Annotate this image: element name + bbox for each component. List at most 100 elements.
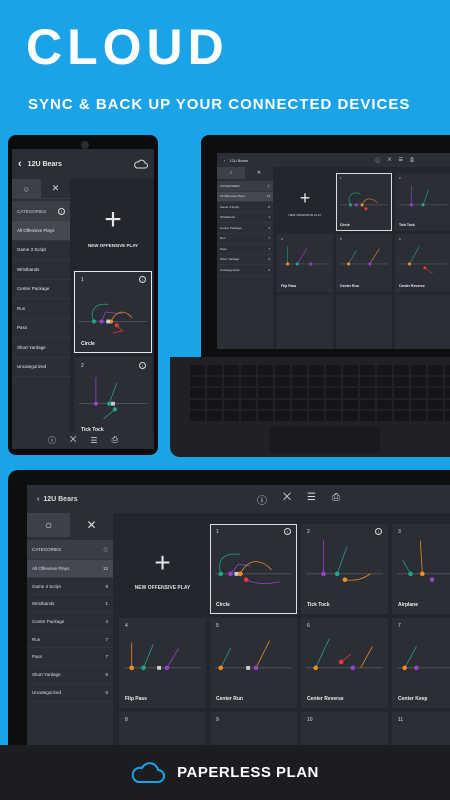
keyboard-key[interactable] <box>275 376 290 387</box>
category-item[interactable]: Short Yardage 6 <box>27 666 113 684</box>
new-play-button[interactable]: + NEW OFFENSIVE PLAY <box>277 173 333 231</box>
circle-tab[interactable]: ○ <box>12 179 41 198</box>
keyboard-key[interactable] <box>190 365 205 375</box>
keyboard-key[interactable] <box>224 376 239 387</box>
touchpad[interactable] <box>270 427 380 453</box>
play-card[interactable]: 1 Circle <box>336 173 392 231</box>
keyboard-key[interactable] <box>360 411 375 421</box>
keyboard-key[interactable] <box>394 411 409 421</box>
keyboard-key[interactable] <box>224 411 239 421</box>
formation-icon[interactable]: ⨉ <box>387 156 392 163</box>
play-card[interactable]: 7 Center Keep <box>392 618 450 708</box>
keyboard-key[interactable] <box>190 411 205 421</box>
close-icon[interactable]: ✕ <box>256 170 262 176</box>
keyboard-key[interactable] <box>428 399 443 410</box>
category-item[interactable]: Pass 7 <box>27 648 113 667</box>
keyboard-key[interactable] <box>343 411 358 421</box>
keyboard-key[interactable] <box>360 388 375 398</box>
category-item[interactable]: Wristbands <box>12 260 70 280</box>
keyboard-key[interactable] <box>258 399 273 410</box>
keyboard-key[interactable] <box>326 376 341 387</box>
category-item[interactable]: Center Package 4 <box>217 223 273 234</box>
keyboard-key[interactable] <box>377 365 392 375</box>
close-icon[interactable]: ✕ <box>86 518 97 532</box>
keyboard-key[interactable] <box>241 388 256 398</box>
keyboard-key[interactable] <box>411 411 426 421</box>
list-icon[interactable]: ☰ <box>398 156 403 163</box>
category-item[interactable]: All Offensive Plays 12 <box>217 191 273 202</box>
keyboard-key[interactable] <box>343 388 358 398</box>
category-item[interactable]: Uncategorized <box>12 358 70 377</box>
list-icon[interactable]: ☰ <box>90 435 98 445</box>
new-play-button[interactable]: + NEW OFFENSIVE PLAY <box>119 524 206 614</box>
category-item[interactable]: Game 3 Script 8 <box>27 578 113 596</box>
keyboard-key[interactable] <box>190 399 205 410</box>
keyboard-key[interactable] <box>224 365 239 375</box>
play-card[interactable]: 2 i Tick Tock <box>301 524 388 614</box>
category-item[interactable]: Wristbands 1 <box>217 213 273 223</box>
keyboard-key[interactable] <box>258 365 273 375</box>
keyboard-key[interactable] <box>360 376 375 387</box>
keyboard-key[interactable] <box>190 388 205 398</box>
play-card[interactable]: 4 Flip Pass <box>119 618 206 708</box>
keyboard-key[interactable] <box>224 388 239 398</box>
play-card[interactable]: 1 i Circle <box>74 271 152 353</box>
keyboard-key[interactable] <box>394 365 409 375</box>
info-icon[interactable]: i <box>139 362 146 369</box>
keyboard-key[interactable] <box>309 376 324 387</box>
keyboard-key[interactable] <box>360 365 375 375</box>
back-icon[interactable]: ‹ <box>224 157 226 163</box>
keyboard-key[interactable] <box>309 388 324 398</box>
category-item[interactable]: Game 3 Script <box>12 241 70 260</box>
circle-tab[interactable]: ○ <box>27 513 70 537</box>
category-item[interactable]: Wristbands 1 <box>27 595 113 614</box>
keyboard-key[interactable] <box>190 376 205 387</box>
keyboard-key[interactable] <box>445 411 450 421</box>
formation-icon[interactable]: ⨉ <box>70 435 77 444</box>
category-item[interactable]: Center Package <box>12 280 70 299</box>
keyboard-key[interactable] <box>445 376 450 387</box>
keyboard-key[interactable] <box>394 388 409 398</box>
keyboard-key[interactable] <box>241 376 256 387</box>
keyboard-key[interactable] <box>241 411 256 421</box>
keyboard-key[interactable] <box>207 376 222 387</box>
category-item[interactable]: Run 7 <box>27 631 113 649</box>
keyboard-key[interactable] <box>292 399 307 410</box>
keyboard-key[interactable] <box>411 388 426 398</box>
keyboard-key[interactable] <box>309 411 324 421</box>
keyboard-key[interactable] <box>275 365 290 375</box>
keyboard-key[interactable] <box>275 399 290 410</box>
keyboard-key[interactable] <box>326 388 341 398</box>
keyboard-key[interactable] <box>343 376 358 387</box>
keyboard-key[interactable] <box>428 365 443 375</box>
keyboard-key[interactable] <box>241 365 256 375</box>
info-icon[interactable]: ⓘ <box>266 183 270 188</box>
play-card[interactable] <box>336 295 392 349</box>
keyboard-key[interactable] <box>292 376 307 387</box>
keyboard-key[interactable] <box>360 399 375 410</box>
keyboard-key[interactable] <box>411 365 426 375</box>
category-item[interactable]: Pass <box>12 319 70 338</box>
category-item[interactable]: Center Package 4 <box>27 613 113 631</box>
keyboard-key[interactable] <box>326 411 341 421</box>
category-item[interactable]: Game 3 Script 8 <box>217 202 273 213</box>
circle-tab[interactable]: ○ <box>217 167 245 179</box>
keyboard-key[interactable] <box>207 399 222 410</box>
keyboard-key[interactable] <box>326 399 341 410</box>
play-card[interactable]: 5 Center Run <box>210 618 297 708</box>
category-item[interactable]: All Offensive Plays <box>12 221 70 241</box>
category-item[interactable]: Pass 7 <box>217 244 273 255</box>
print-icon[interactable]: ⎙ <box>332 491 340 503</box>
info-icon[interactable]: i <box>284 528 291 535</box>
keyboard-key[interactable] <box>275 411 290 421</box>
info-icon[interactable]: i <box>139 276 146 283</box>
play-card[interactable]: 5 Center Run <box>336 234 392 292</box>
keyboard-key[interactable] <box>377 411 392 421</box>
keyboard-key[interactable] <box>445 388 450 398</box>
play-card[interactable]: 2 Tick Tock <box>395 173 450 231</box>
category-item[interactable]: All Offensive Plays 12 <box>27 560 113 578</box>
keyboard-key[interactable] <box>309 399 324 410</box>
back-icon[interactable]: ‹ <box>37 495 40 503</box>
keyboard-key[interactable] <box>292 365 307 375</box>
keyboard-key[interactable] <box>343 399 358 410</box>
